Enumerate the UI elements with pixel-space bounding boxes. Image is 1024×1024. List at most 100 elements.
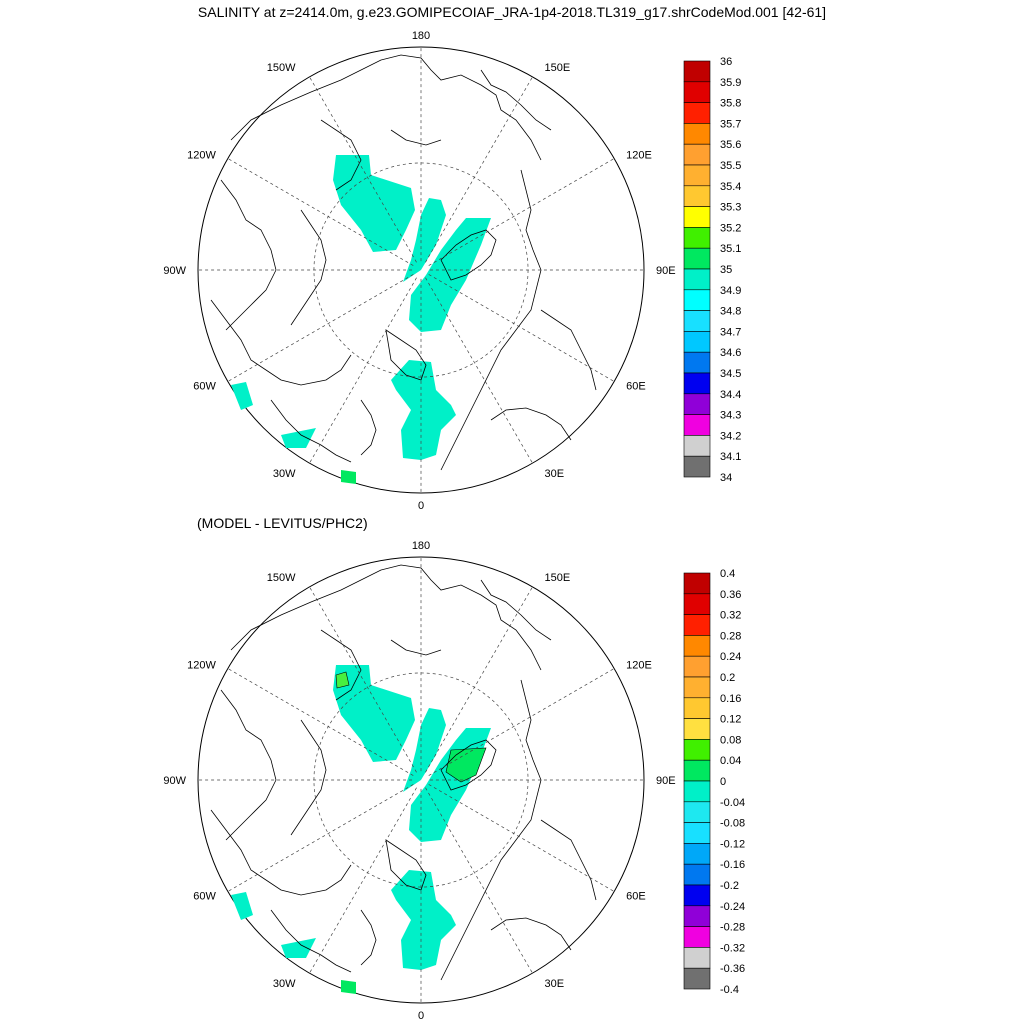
coastline-bottom-7 [360,909,377,966]
coastline-bottom-9 [540,819,597,901]
colorbar-bottom-swatch-13 [683,843,711,865]
coastline-top-11 [480,69,552,131]
coastline-top-12 [320,119,362,191]
colorbar-bottom-swatch-17 [683,926,711,948]
colorbar-top-label-14: 34.6 [720,347,741,359]
coastline-bottom-10 [385,839,427,891]
colorbar-top-label-18: 34.2 [720,430,741,442]
coastline-top-2 [210,299,352,386]
colorbar-top-label-13: 34.7 [720,326,741,338]
colorbar-bottom-swatch-8 [683,739,711,761]
coastline-bottom-13 [390,639,442,656]
lon-label-bottom-lower_left: 60W [193,891,216,903]
colorbar-bottom-swatch-14 [683,863,711,886]
colorbar-bottom-label-7: 0.12 [720,714,741,726]
colorbar-top-swatch-4 [683,143,711,166]
colorbar-top-swatch-18 [683,435,711,457]
colorbar-bottom-label-16: -0.24 [720,901,745,913]
lon-label-top-top: 180 [412,30,430,42]
coastline-bottom-4 [440,679,542,981]
lon-label-bottom-mid_upper_left: 120W [187,660,216,672]
colorbar-top-swatch-11 [683,289,711,311]
coastline-top-4 [440,169,542,471]
colorbar-top-label-20: 34 [720,472,732,484]
lon-label-bottom-upper_left: 150W [267,572,296,584]
colorbar-bottom: 0.4 0.36 0.32 0.28 0.24 0.2 0.16 0.12 0.08 0.04 0 -… [683,568,745,996]
colorbar-top-label-12: 34.8 [720,306,741,318]
coastline-top-5 [440,229,497,281]
coastline-top-13 [390,129,442,146]
plot-title: SALINITY at z=2414.0m, g.e23.GOMIPECOIAF… [197,4,827,20]
colorbar-top-label-3: 35.7 [720,118,741,130]
coastline-top-0 [230,54,542,161]
lon-label-bottom-mid_upper_right: 120E [626,660,652,672]
colorbar-bottom-swatch-12 [683,822,711,844]
colorbar-top-swatch-17 [683,414,711,436]
colorbar-top-label-15: 34.5 [720,368,741,380]
lon-label-top-right: 90E [656,265,676,277]
coastline-bottom-5 [440,739,497,791]
coastline-top-6 [290,209,327,326]
lon-label-top-left: 90W [163,265,186,277]
salinity-patch-bottom-1 [403,708,446,792]
coastline-bottom-1 [220,689,277,841]
colorbar-bottom-label-13: -0.12 [720,838,745,850]
coastline-bottom-2 [210,809,352,896]
colorbar-top-label-19: 34.1 [720,451,741,463]
difference-plot-title: (MODEL - LEVITUS/PHC2) [197,515,368,531]
lon-label-bottom-bottom: 0 [418,1010,424,1022]
colorbar-bottom-label-0: 0.4 [720,568,735,580]
colorbar-top-swatch-1 [683,81,711,103]
colorbar-bottom-label-11: -0.04 [720,797,745,809]
colorbar-bottom-label-19: -0.36 [720,963,745,975]
lon-label-top-mid_upper_left: 120W [187,150,216,162]
colorbar-top-swatch-5 [683,164,711,187]
colorbar-bottom-label-4: 0.24 [720,651,741,663]
coastline-bottom-3 [270,909,352,973]
colorbar-top-swatch-12 [683,310,711,332]
colorbar-top-swatch-2 [683,102,711,124]
salinity-patch-top-2 [409,218,491,332]
colorbar-bottom-label-14: -0.16 [720,859,745,871]
colorbar-top-swatch-0 [683,60,711,83]
colorbar-top-swatch-10 [683,268,711,291]
colorbar-bottom-swatch-16 [683,905,711,927]
coastline-top-7 [360,399,377,456]
colorbar-bottom-swatch-9 [683,759,711,782]
lon-label-top-bottom_right: 30E [545,468,565,480]
colorbar-top-swatch-7 [683,206,711,228]
colorbar-top-label-6: 35.4 [720,181,741,193]
salinity-patch-bottom-0 [333,665,415,762]
colorbar-bottom-label-8: 0.08 [720,734,741,746]
colorbar-top: 36 35.9 35.8 35.7 35.6 35.5 35.4 35.3 35.2 35.1 35… [683,56,741,484]
coastline-bottom-12 [320,629,362,701]
coastline-top-8 [490,407,572,441]
lon-label-bottom-upper_right: 150E [545,572,571,584]
salinity-patch-top-3 [391,360,456,460]
colorbar-top-swatch-15 [683,372,711,395]
salinity-patch-top-0 [333,155,415,252]
colorbar-bottom-label-9: 0.04 [720,755,741,767]
colorbar-bottom-swatch-18 [683,947,711,969]
coastline-bottom-8 [490,917,572,951]
colorbar-top-label-9: 35.1 [720,243,741,255]
colorbar-top-label-2: 35.8 [720,98,741,110]
colorbar-bottom-label-15: -0.2 [720,880,739,892]
colorbar-bottom-swatch-19 [683,967,711,990]
lon-label-top-upper_left: 150W [267,62,296,74]
colorbar-top-label-16: 34.4 [720,389,741,401]
colorbar-top-swatch-19 [683,455,711,478]
lon-label-bottom-right: 90E [656,775,676,787]
colorbar-top-swatch-8 [683,227,711,249]
colorbar-bottom-swatch-7 [683,718,711,740]
colorbar-top-label-5: 35.5 [720,160,741,172]
coastline-top-9 [540,309,597,391]
colorbar-bottom-swatch-4 [683,655,711,678]
colorbar-bottom-swatch-15 [683,884,711,907]
colorbar-bottom-label-6: 0.16 [720,693,741,705]
colorbar-top-label-17: 34.3 [720,410,741,422]
colorbar-top-swatch-13 [683,331,711,353]
colorbar-top-label-1: 35.9 [720,77,741,89]
colorbar-top-label-8: 35.2 [720,222,741,234]
positive-anomaly-patch [445,747,487,783]
